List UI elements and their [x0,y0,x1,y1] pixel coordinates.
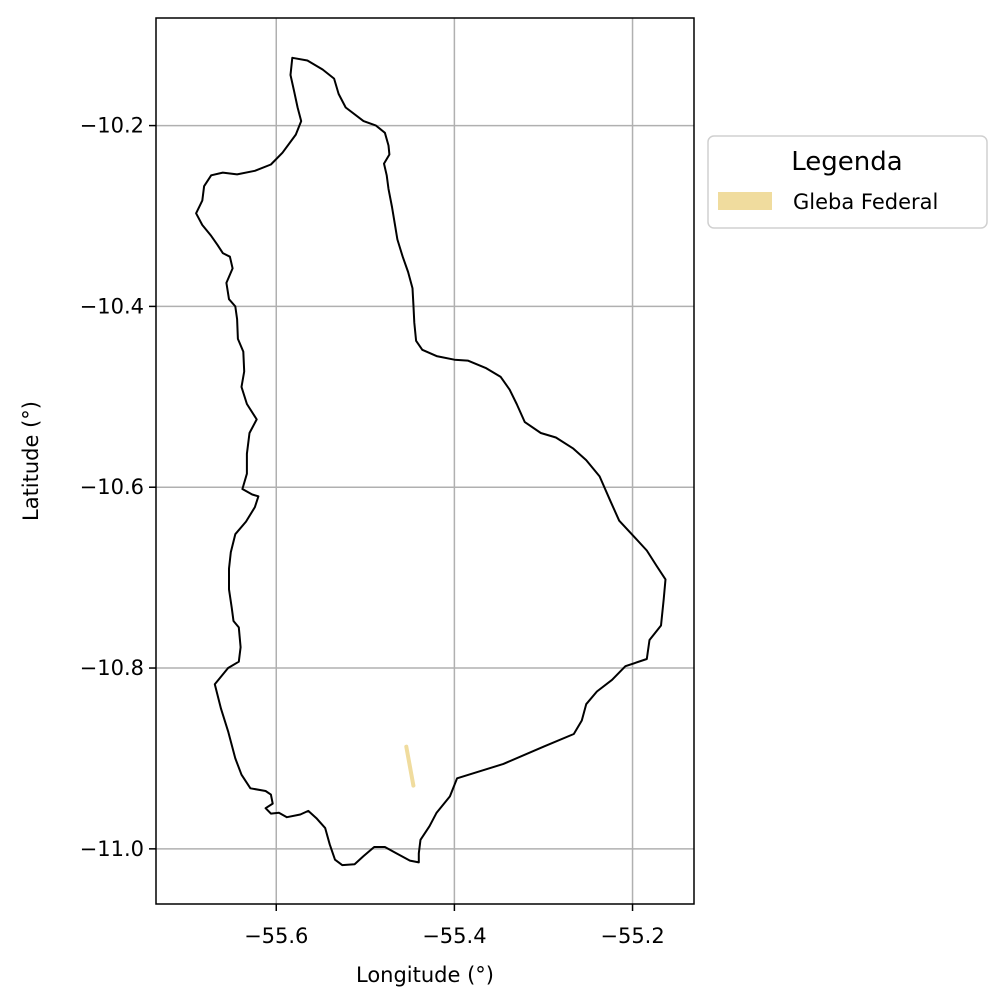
legend: Legenda Gleba Federal [707,135,988,229]
x-axis-title: Longitude (°) [356,963,494,987]
gleba-federal-feature [404,744,416,788]
y-axis-title: Latitude (°) [19,401,43,521]
municipality-boundary [195,56,667,867]
y-tick-label: −10.6 [80,475,144,499]
y-axis: −10.2 −10.4 −10.6 −10.8 −11.0 [80,114,156,861]
x-tick-label: −55.4 [422,924,486,948]
x-tick-label: −55.2 [600,924,664,948]
y-tick-label: −10.4 [80,294,144,318]
y-tick-label: −10.2 [80,114,144,138]
legend-label-gleba-federal: Gleba Federal [793,190,938,214]
legend-frame [707,135,988,229]
grid [156,18,694,904]
plot-area-frame [155,17,695,905]
y-tick-label: −10.8 [80,656,144,680]
x-tick-label: −55.6 [244,924,308,948]
x-axis: −55.6 −55.4 −55.2 [244,904,665,948]
y-tick-label: −11.0 [80,837,144,861]
legend-swatch-gleba-federal [718,192,772,210]
legend-title: Legenda [791,147,902,177]
